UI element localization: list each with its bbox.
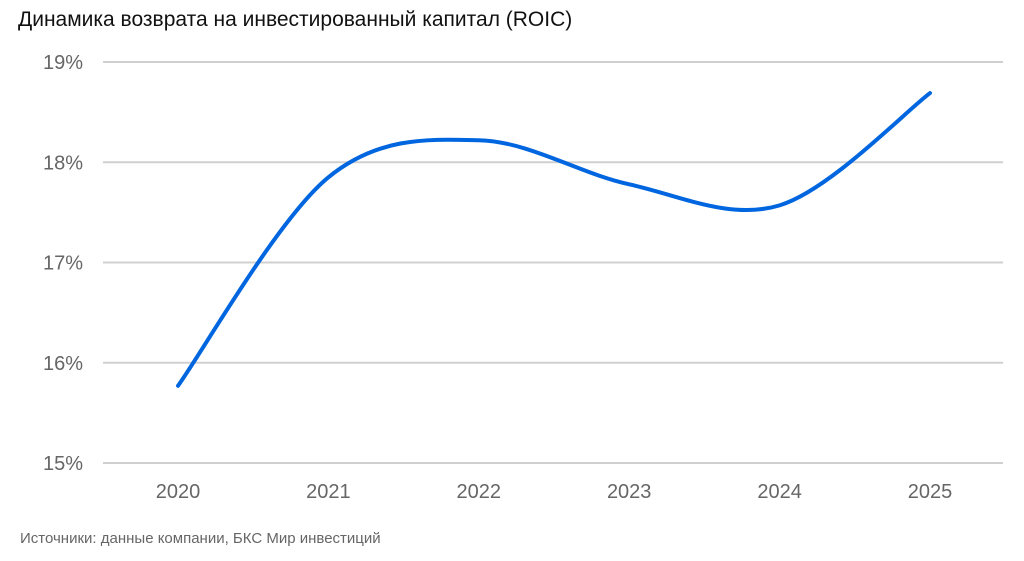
x-tick-label: 2024 — [757, 481, 802, 503]
roic-series-line — [176, 91, 932, 388]
source-note: Источники: данные компании, БКС Мир инве… — [20, 530, 381, 547]
x-tick-label: 2023 — [607, 481, 652, 503]
y-tick-label: 15% — [43, 453, 83, 475]
y-tick-label: 19% — [43, 52, 83, 74]
x-tick-label: 2025 — [908, 481, 953, 503]
x-tick-label: 2020 — [156, 481, 201, 503]
x-tick-label: 2021 — [306, 481, 351, 503]
y-tick-label: 17% — [43, 253, 83, 275]
chart-title: Динамика возврата на инвестированный кап… — [18, 8, 573, 31]
y-tick-label: 16% — [43, 353, 83, 375]
y-tick-label: 18% — [43, 152, 83, 174]
x-tick-label: 2022 — [457, 481, 502, 503]
